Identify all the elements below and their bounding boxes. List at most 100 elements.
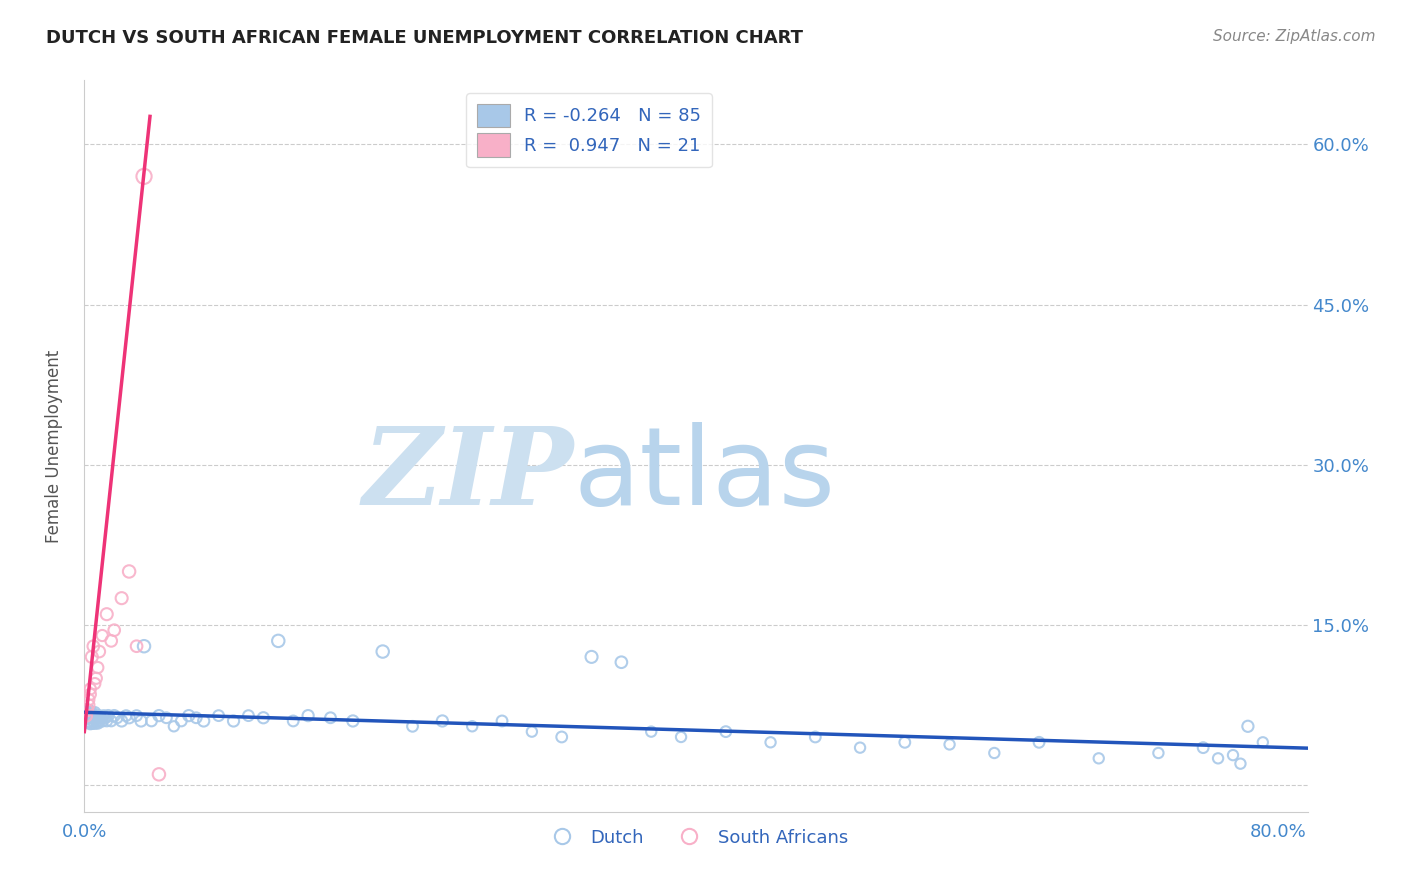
Point — [87, 716, 110, 731]
Point — [983, 746, 1005, 760]
Point — [1237, 719, 1260, 733]
Point — [222, 714, 245, 728]
Point — [581, 649, 603, 664]
Point — [79, 711, 101, 725]
Point — [432, 714, 454, 728]
Point — [610, 655, 633, 669]
Point — [849, 740, 872, 755]
Point — [118, 565, 141, 579]
Point — [461, 719, 484, 733]
Point — [82, 714, 104, 728]
Point — [163, 719, 186, 733]
Point — [89, 644, 111, 658]
Point — [83, 716, 105, 731]
Text: atlas: atlas — [574, 422, 835, 528]
Text: ZIP: ZIP — [363, 422, 574, 528]
Point — [804, 730, 827, 744]
Point — [77, 714, 100, 728]
Point — [115, 708, 138, 723]
Point — [193, 714, 215, 728]
Point — [82, 708, 104, 723]
Point — [669, 730, 692, 744]
Point — [1028, 735, 1050, 749]
Point — [76, 703, 98, 717]
Point — [177, 708, 200, 723]
Point — [129, 714, 152, 728]
Point — [93, 708, 115, 723]
Point — [148, 767, 170, 781]
Point — [714, 724, 737, 739]
Point — [283, 714, 305, 728]
Point — [551, 730, 574, 744]
Point — [75, 708, 97, 723]
Point — [371, 644, 394, 658]
Point — [207, 708, 229, 723]
Point — [77, 692, 100, 706]
Point — [76, 703, 98, 717]
Point — [297, 708, 319, 723]
Point — [520, 724, 543, 739]
Legend: Dutch, South Africans: Dutch, South Africans — [536, 822, 856, 854]
Point — [94, 711, 117, 725]
Point — [89, 714, 111, 728]
Point — [77, 703, 100, 717]
Point — [80, 711, 103, 725]
Point — [1087, 751, 1109, 765]
Y-axis label: Female Unemployment: Female Unemployment — [45, 350, 63, 542]
Point — [79, 706, 101, 720]
Point — [1206, 751, 1229, 765]
Point — [148, 708, 170, 723]
Point — [80, 649, 103, 664]
Point — [75, 708, 97, 723]
Point — [79, 716, 101, 731]
Point — [87, 711, 110, 725]
Point — [83, 676, 105, 690]
Text: Source: ZipAtlas.com: Source: ZipAtlas.com — [1212, 29, 1375, 44]
Point — [87, 660, 110, 674]
Point — [100, 633, 122, 648]
Point — [267, 633, 290, 648]
Point — [319, 711, 342, 725]
Point — [170, 714, 193, 728]
Point — [103, 708, 125, 723]
Point — [938, 738, 960, 752]
Point — [80, 716, 103, 731]
Point — [141, 714, 163, 728]
Point — [79, 681, 101, 696]
Point — [1147, 746, 1170, 760]
Point — [77, 708, 100, 723]
Point — [105, 711, 128, 725]
Point — [238, 708, 260, 723]
Point — [1192, 740, 1215, 755]
Point — [759, 735, 782, 749]
Point — [132, 169, 155, 184]
Point — [75, 708, 97, 723]
Point — [155, 711, 177, 725]
Point — [76, 714, 98, 728]
Point — [111, 714, 134, 728]
Point — [91, 714, 114, 728]
Point — [1229, 756, 1251, 771]
Point — [79, 687, 101, 701]
Point — [77, 698, 100, 712]
Point — [111, 591, 134, 606]
Point — [1251, 735, 1274, 749]
Point — [91, 628, 114, 642]
Point — [84, 708, 107, 723]
Point — [89, 708, 111, 723]
Point — [97, 708, 120, 723]
Text: DUTCH VS SOUTH AFRICAN FEMALE UNEMPLOYMENT CORRELATION CHART: DUTCH VS SOUTH AFRICAN FEMALE UNEMPLOYME… — [46, 29, 803, 46]
Point — [118, 711, 141, 725]
Point — [90, 711, 112, 725]
Point — [125, 639, 148, 653]
Point — [100, 714, 122, 728]
Point — [186, 711, 208, 725]
Point — [83, 706, 105, 720]
Point — [96, 714, 118, 728]
Point — [82, 639, 104, 653]
Point — [75, 703, 97, 717]
Point — [80, 706, 103, 720]
Point — [401, 719, 423, 733]
Point — [125, 708, 148, 723]
Point — [894, 735, 917, 749]
